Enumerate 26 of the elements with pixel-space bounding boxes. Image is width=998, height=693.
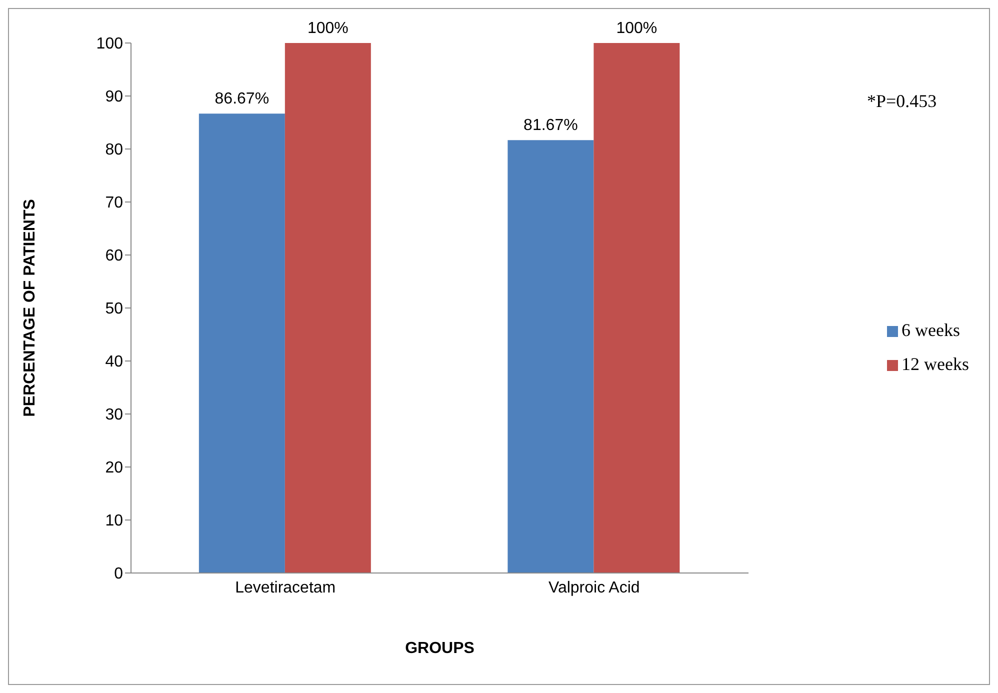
legend-label: 12 weeks bbox=[902, 354, 969, 374]
y-tick-label: 0 bbox=[114, 566, 124, 583]
text: *P=0.453 bbox=[867, 91, 937, 112]
y-tick-label: 50 bbox=[105, 300, 124, 318]
y-tick-label: 60 bbox=[105, 248, 124, 265]
x-tick-label: Levetiracetam bbox=[235, 579, 336, 596]
bar bbox=[594, 43, 680, 573]
y-tick-label: 20 bbox=[105, 460, 124, 477]
y-tick-label: 80 bbox=[105, 142, 124, 159]
y-tick-label: 100 bbox=[96, 36, 124, 53]
y-axis-title: PERCENTAGE OF PATIENTS bbox=[22, 198, 39, 417]
bar bbox=[508, 140, 594, 573]
bar bbox=[198, 114, 285, 573]
bar bbox=[284, 43, 371, 573]
y-tick-label: 70 bbox=[105, 194, 124, 212]
data-label: 100% bbox=[307, 20, 348, 37]
y-tick-label: 40 bbox=[105, 354, 124, 371]
y-tick-label: 30 bbox=[105, 406, 124, 424]
data-label: 81.67% bbox=[524, 117, 578, 134]
x-tick-label: Valproic Acid bbox=[548, 579, 640, 596]
y-tick-label: 90 bbox=[105, 88, 124, 106]
legend-label: 6 weeks bbox=[902, 320, 960, 340]
y-tick-label: 10 bbox=[105, 512, 124, 530]
data-label: 86.67% bbox=[214, 90, 270, 108]
x-axis-title: GROUPS bbox=[405, 640, 475, 657]
data-label: 100% bbox=[616, 20, 658, 37]
